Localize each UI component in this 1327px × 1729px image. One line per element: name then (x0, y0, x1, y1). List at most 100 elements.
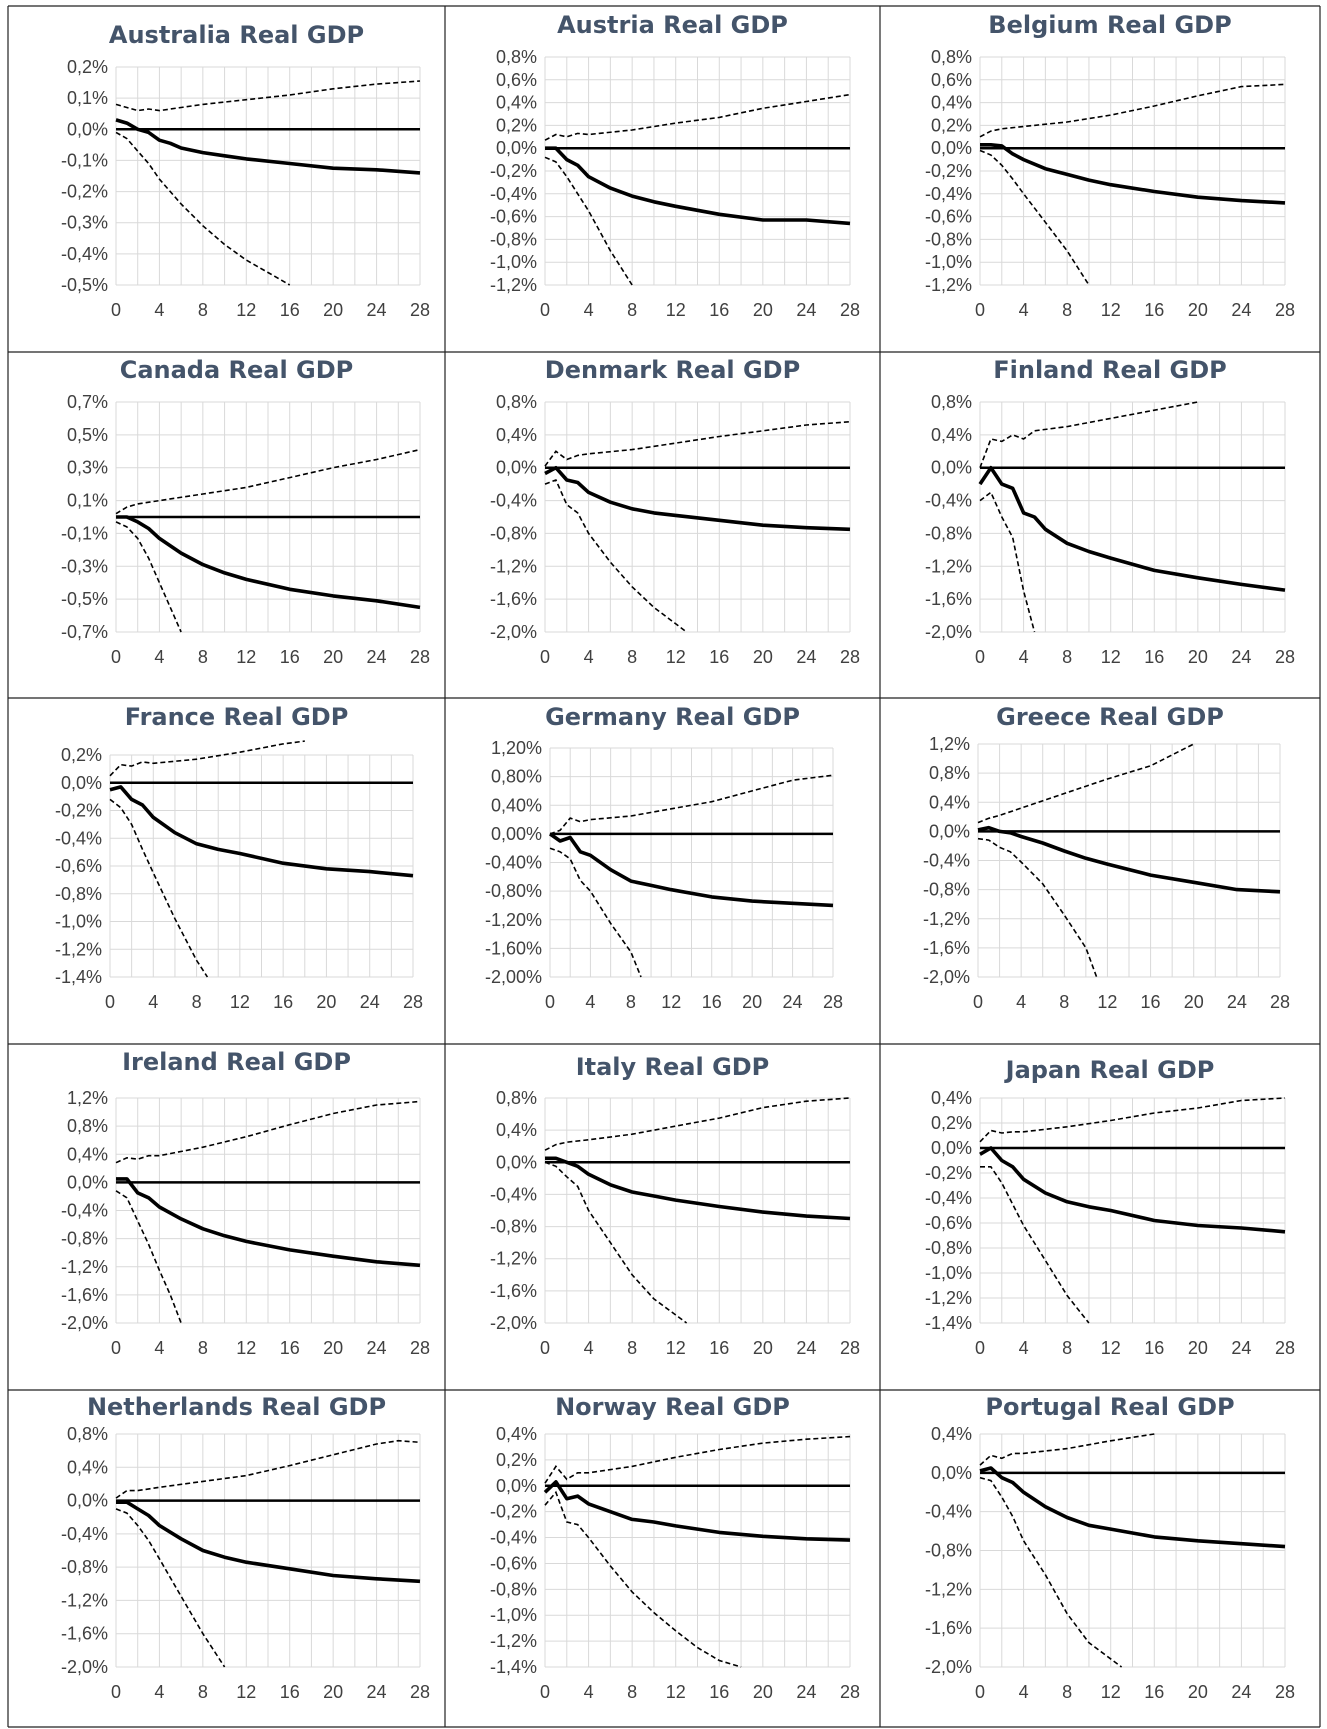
y-tick-label: -0,6% (925, 207, 972, 227)
x-tick-label: 4 (154, 300, 164, 320)
chart-title: Denmark Real GDP (545, 356, 800, 384)
x-tick-label: 12 (236, 1338, 256, 1358)
y-tick-label: 0,00% (491, 824, 542, 844)
y-tick-label: -1,4% (55, 967, 102, 987)
lower-band-line (544, 156, 633, 286)
x-tick-label: 4 (154, 1338, 164, 1358)
response-line (116, 1500, 421, 1584)
x-tick-label: 16 (1141, 992, 1161, 1012)
x-tick-label: 0 (111, 1682, 121, 1702)
chart-austria-real-gdp: Austria Real GDP 0,8% 0,6% 0,4%0,2% 0,0% -0,2… (490, 11, 860, 320)
y-tick-label: -1,2% (490, 1631, 537, 1651)
x-tick-label: 8 (627, 1682, 637, 1702)
y-tick-label: -0,80% (485, 881, 542, 901)
y-tick-label: 0,8% (931, 392, 972, 412)
y-tick-label: -0,4% (490, 1528, 537, 1548)
x-tick-label: 12 (1101, 647, 1121, 667)
x-tick-label: 28 (410, 1682, 430, 1702)
x-tick-label: 16 (1144, 300, 1164, 320)
x-tick-label: 0 (975, 1338, 985, 1358)
x-tick-label: 12 (661, 992, 681, 1012)
x-tick-label: 20 (1188, 1682, 1208, 1702)
y-tick-label: -1,0% (490, 252, 537, 272)
y-tick-label: 1,2% (929, 734, 970, 754)
x-tick-label: 0 (111, 647, 121, 667)
y-tick-label: -1,60% (485, 938, 542, 958)
x-tick-label: 20 (323, 647, 343, 667)
y-tick-label: -0,4% (925, 491, 972, 511)
x-tick-label: 12 (236, 1682, 256, 1702)
upper-band-line (979, 401, 1199, 468)
y-tick-label: 0,2% (61, 745, 102, 765)
x-tick-label: 4 (584, 647, 594, 667)
x-tick-label: 28 (840, 1338, 860, 1358)
chart-greece-real-gdp: Greece Real GDP 1,2% 0,8% 0,4% 0,0% -0,4% -0,8… (923, 703, 1290, 1012)
x-tick-label: 12 (236, 300, 256, 320)
x-tick-label: 8 (627, 647, 637, 667)
x-tick-label: 4 (584, 1682, 594, 1702)
y-tick-label: -0,8% (490, 523, 537, 543)
x-tick-label: 4 (1019, 647, 1029, 667)
lower-band-line (115, 521, 182, 633)
upper-band-line (549, 774, 834, 835)
y-tick-label: -1,2% (925, 1288, 972, 1308)
upper-band-line (109, 740, 305, 777)
y-tick-label: -0,6% (55, 856, 102, 876)
upper-band-line (544, 1097, 851, 1151)
x-tick-label: 28 (840, 1682, 860, 1702)
x-tick-label: 8 (192, 992, 202, 1012)
y-tick-label: 0,1% (67, 491, 108, 511)
x-tick-label: 0 (975, 300, 985, 320)
x-tick-label: 20 (753, 1682, 773, 1702)
chart-netherlands-real-gdp: Netherlands Real GDP 0,8% 0,4% 0,0% -0,4% -0,… (61, 1393, 430, 1702)
y-tick-label: 0,5% (67, 425, 108, 445)
upper-band-line (979, 1097, 1286, 1143)
y-tick-label: 0,80% (491, 767, 542, 787)
y-tick-label: -2,00% (485, 967, 542, 987)
x-tick-label: 12 (666, 647, 686, 667)
chart-portugal-real-gdp: Portugal Real GDP 0,4% 0,0% -0,4% -0,8% -1,2%… (925, 1393, 1295, 1702)
x-tick-label: 28 (1275, 1338, 1295, 1358)
x-tick-label: 0 (540, 647, 550, 667)
x-tick-label: 24 (796, 1682, 816, 1702)
y-tick-label: -2,0% (61, 1657, 108, 1677)
chart-title: Portugal Real GDP (985, 1393, 1234, 1421)
x-tick-label: 28 (410, 647, 430, 667)
y-tick-label: -1,2% (925, 556, 972, 576)
y-tick-label: -0,8% (490, 1217, 537, 1237)
x-tick-label: 20 (753, 1338, 773, 1358)
y-tick-label: -1,6% (490, 589, 537, 609)
response-line (548, 832, 834, 908)
y-tick-label: 0,2% (496, 1450, 537, 1470)
y-tick-label: 0,40% (491, 795, 542, 815)
upper-band-line (544, 420, 851, 467)
y-tick-label: 1,20% (491, 738, 542, 758)
x-tick-label: 8 (198, 1338, 208, 1358)
y-tick-label: 0,0% (496, 138, 537, 158)
x-tick-label: 4 (1016, 992, 1026, 1012)
y-tick-label: -1,2% (55, 939, 102, 959)
x-tick-label: 8 (1059, 992, 1069, 1012)
y-tick-label: -2,0% (490, 622, 537, 642)
y-tick-label: -1,20% (485, 910, 542, 930)
lower-band-line (544, 1490, 742, 1668)
x-tick-label: 8 (627, 300, 637, 320)
x-tick-label: 0 (111, 300, 121, 320)
x-tick-label: 20 (1188, 647, 1208, 667)
x-tick-label: 24 (367, 647, 387, 667)
x-tick-label: 24 (796, 300, 816, 320)
upper-band-line (979, 83, 1286, 138)
response-line (977, 825, 1281, 894)
y-tick-label: 0,4% (496, 93, 537, 113)
x-tick-label: 8 (198, 647, 208, 667)
lower-band-line (115, 1190, 182, 1324)
x-tick-label: 0 (540, 1338, 550, 1358)
x-tick-label: 28 (1275, 1682, 1295, 1702)
y-tick-label: 0,4% (931, 1424, 972, 1444)
x-tick-label: 24 (1231, 300, 1251, 320)
x-tick-label: 20 (323, 300, 343, 320)
y-tick-label: -1,0% (490, 1605, 537, 1625)
y-tick-label: -1,2% (925, 1579, 972, 1599)
x-tick-label: 12 (666, 1682, 686, 1702)
